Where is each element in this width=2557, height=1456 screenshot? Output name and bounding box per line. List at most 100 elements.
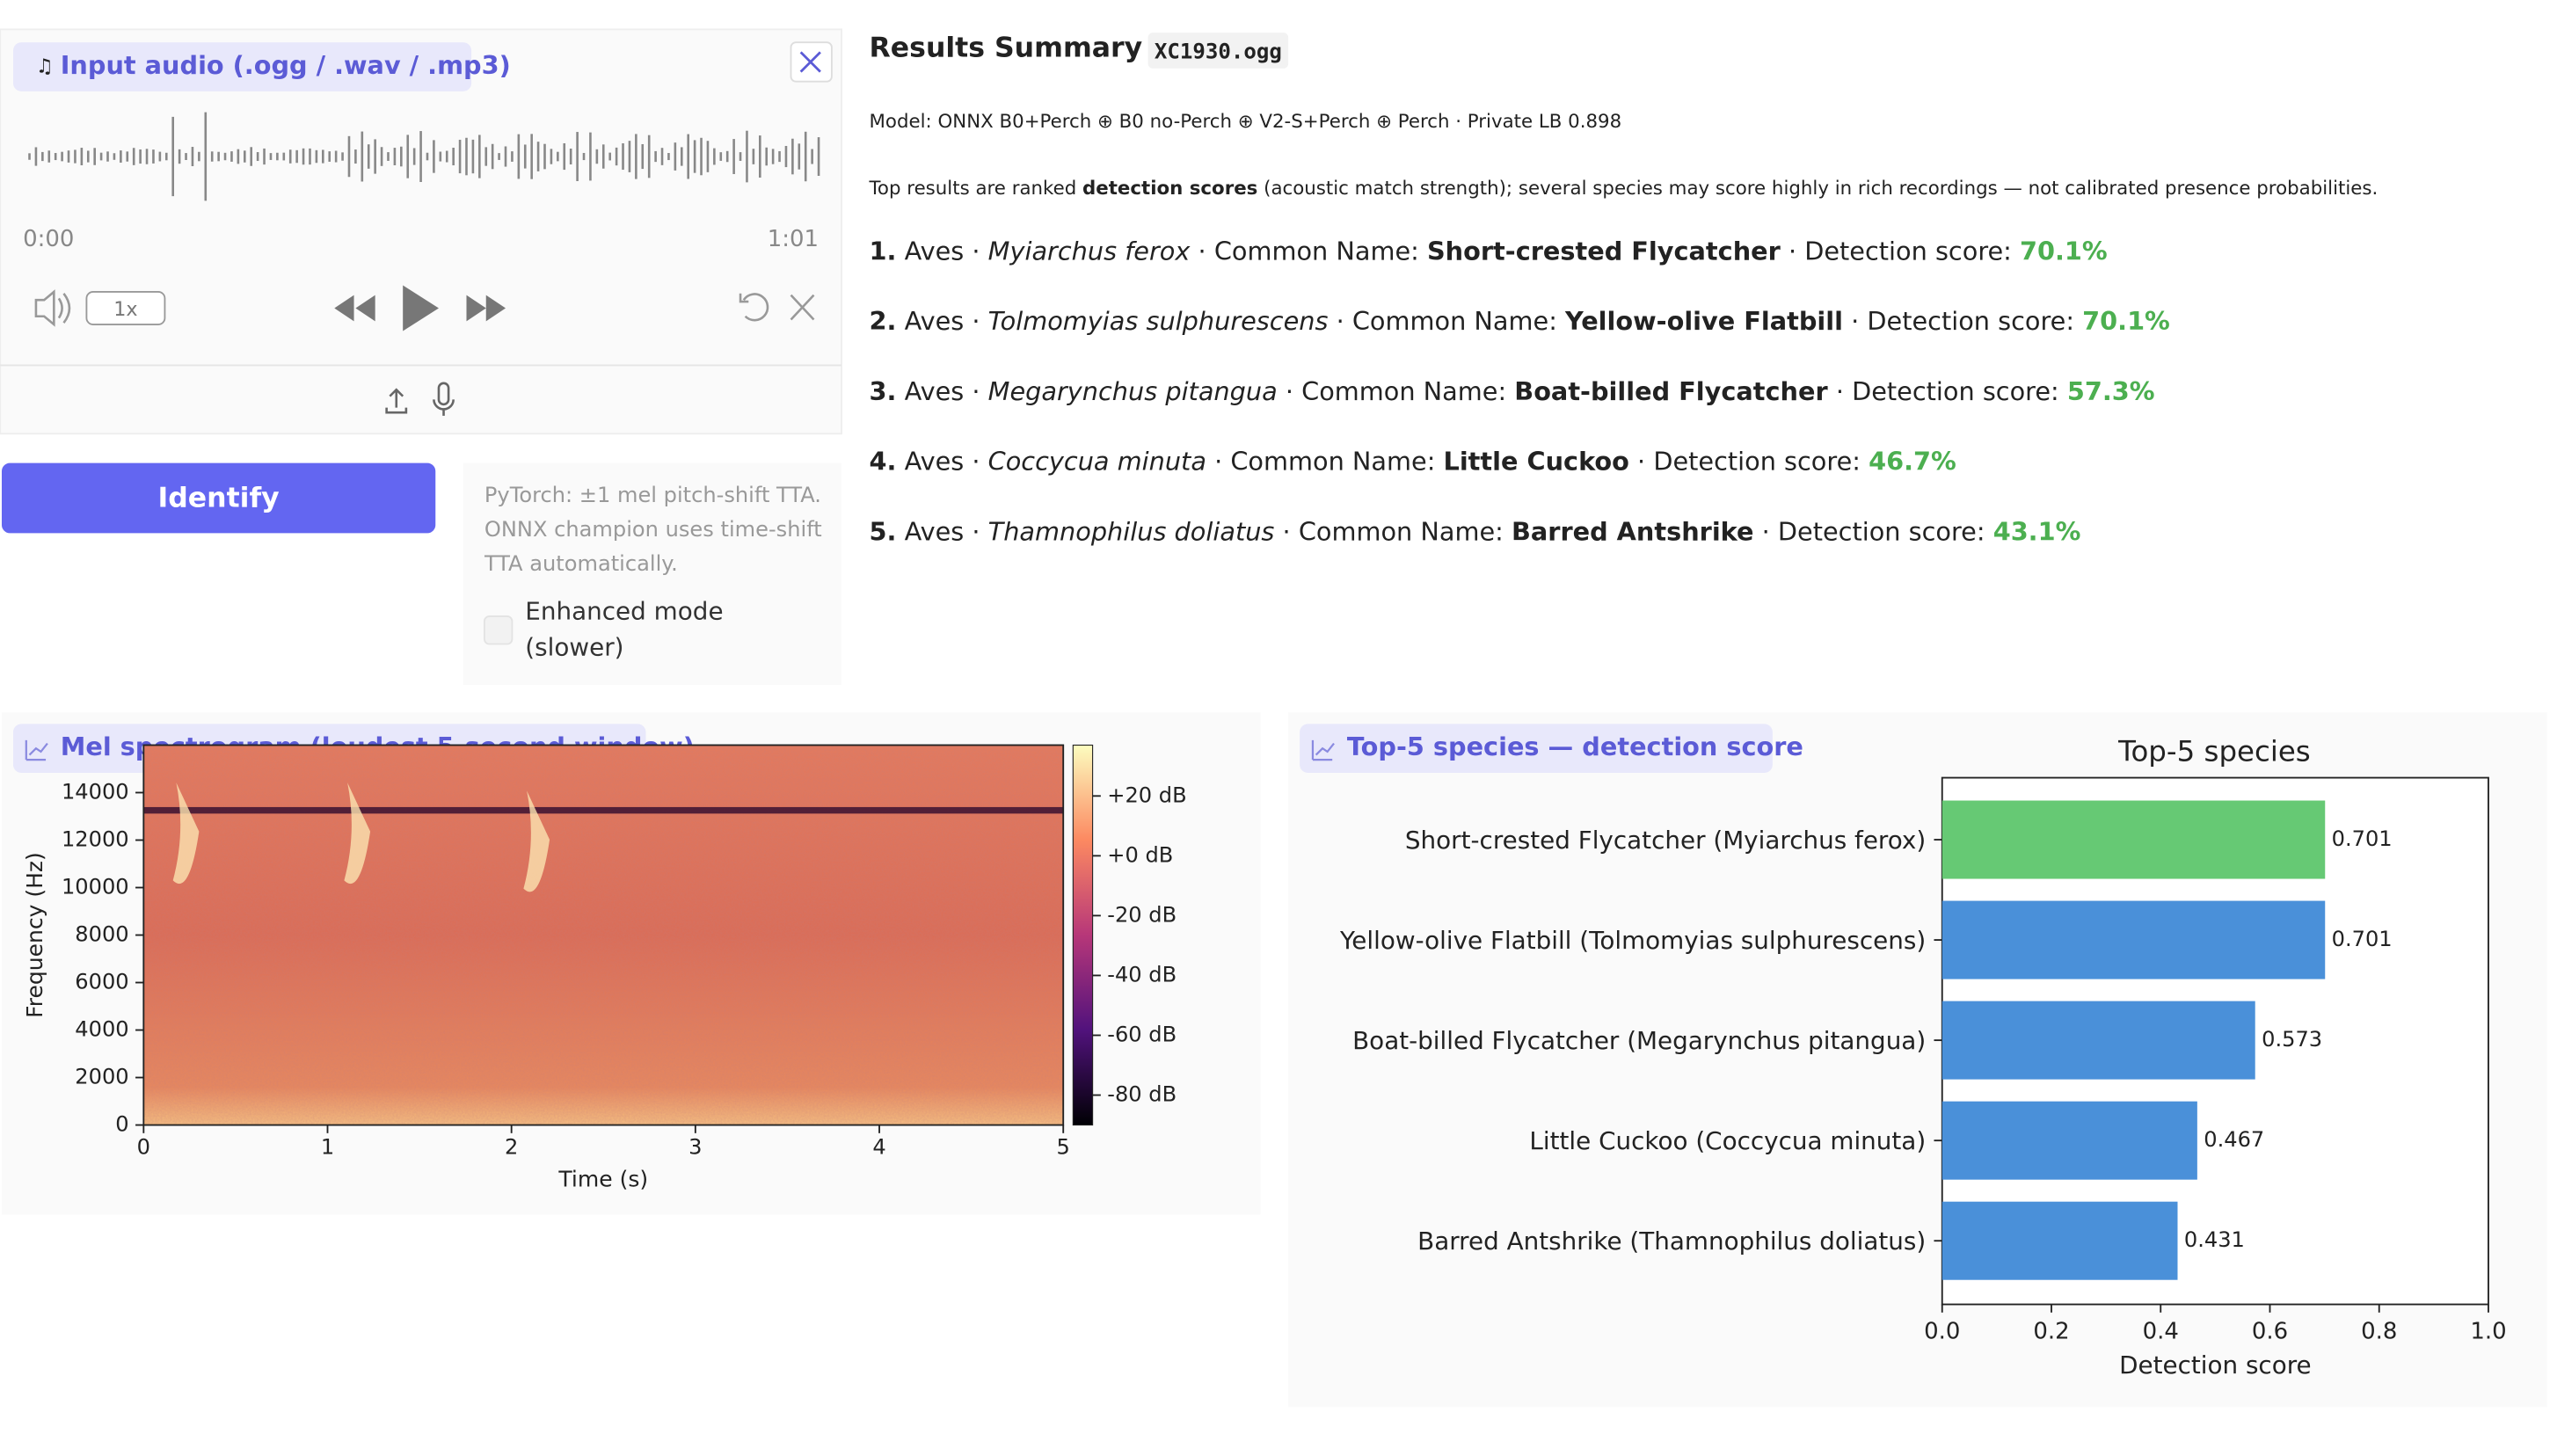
play-button[interactable] <box>403 285 439 331</box>
y-tick-label: 12000 <box>62 826 129 851</box>
class: Aves <box>905 306 965 336</box>
rewind-button[interactable] <box>334 295 375 322</box>
x-tick-label: 0.0 <box>1924 1319 1960 1345</box>
results-title: Results Summary <box>870 33 1143 64</box>
space <box>1293 376 1301 406</box>
result-line: 1. Aves · Myiarchus ferox · Common Name:… <box>870 236 2108 266</box>
bar <box>1941 1101 2197 1180</box>
audio-label: Input audio (.ogg / .wav / .mp3) <box>61 50 511 80</box>
space <box>964 306 972 336</box>
value-label: 0.431 <box>2184 1227 2245 1252</box>
chart-title: Top-5 species <box>2117 735 2311 768</box>
identify-button[interactable] <box>1 462 436 534</box>
separator: · <box>1788 236 1796 266</box>
space <box>1206 236 1214 266</box>
y-tick-label: 10000 <box>62 875 129 899</box>
x-tick-label: 2 <box>505 1135 518 1160</box>
spectrogram-calls <box>172 783 550 892</box>
space <box>1222 447 1230 477</box>
y-axis-label: Frequency (Hz) <box>22 852 47 1018</box>
species: Coccycua minuta <box>988 447 1206 477</box>
tta-note-box: PyTorch: ±1 mel pitch-shift TTA. ONNX ch… <box>484 484 822 578</box>
mic-icon[interactable] <box>433 382 455 416</box>
separator: · <box>972 516 980 546</box>
space <box>1557 306 1565 336</box>
time-end: 1:01 <box>768 226 819 252</box>
species: Myiarchus ferox <box>988 236 1191 266</box>
score-label: Detection score: <box>1653 447 1861 477</box>
enhanced-checkbox[interactable] <box>483 615 514 645</box>
speed-button[interactable] <box>85 291 166 325</box>
y-tick-label: Boat-billed Flycatcher (Megarynchus pita… <box>1352 1026 1926 1055</box>
x-tick-label: 0 <box>137 1135 150 1160</box>
colorbar-tick-label: +20 dB <box>1107 783 1186 807</box>
colorbar-tick-label: -40 dB <box>1107 962 1177 986</box>
space <box>1274 516 1282 546</box>
common-label: Common Name: <box>1230 447 1435 477</box>
space <box>1796 236 1804 266</box>
bar <box>1941 900 2326 979</box>
x-tick-label: 1 <box>321 1135 334 1160</box>
file-name: XC1930.ogg <box>1155 39 1282 63</box>
separator: · <box>972 447 980 477</box>
trim-icon[interactable] <box>790 294 815 321</box>
space <box>964 516 972 546</box>
y-tick-label: 2000 <box>75 1065 128 1089</box>
rank: 3. <box>870 376 897 406</box>
audio-panel <box>0 28 842 435</box>
separator: · <box>1337 306 1344 336</box>
y-tick-label: Yellow-olive Flatbill (Tolmomyias sulphu… <box>1339 926 1926 955</box>
x-tick-label: 0.4 <box>2143 1319 2179 1345</box>
reset-icon[interactable] <box>739 293 769 322</box>
waveform <box>28 112 820 201</box>
forward-button[interactable] <box>466 295 506 322</box>
class: Aves <box>905 236 965 266</box>
separator: · <box>972 376 980 406</box>
colorbar-tick-label: -60 dB <box>1107 1022 1177 1046</box>
volume-icon[interactable] <box>34 289 71 327</box>
space <box>1328 306 1336 336</box>
space <box>1754 516 1762 546</box>
separator: · <box>1762 516 1770 546</box>
colorbar-tick-label: -20 dB <box>1107 902 1177 927</box>
rank: 4. <box>870 447 897 477</box>
bar-panel-label: Top-5 species — detection score <box>1347 732 1803 761</box>
y-tick-label: 8000 <box>75 922 128 947</box>
spectrogram-image <box>143 745 1064 1125</box>
species: Thamnophilus doliatus <box>988 516 1275 546</box>
common-label: Common Name: <box>1299 516 1504 546</box>
chart-icon <box>25 739 48 761</box>
common-name: Short-crested Flycatcher <box>1427 236 1781 266</box>
value-label: 0.467 <box>2204 1127 2264 1152</box>
space <box>1278 376 1286 406</box>
results-note: Top results are ranked detection scores … <box>869 178 2379 200</box>
identify-label: Identify <box>158 482 280 513</box>
class: Aves <box>905 447 965 477</box>
space <box>964 376 972 406</box>
space <box>1828 376 1836 406</box>
enhanced-box: Enhanced mode (slower) <box>525 597 723 662</box>
y-tick-label: 6000 <box>75 970 128 994</box>
y-tick-label: 14000 <box>62 779 129 804</box>
space <box>1861 447 1869 477</box>
space <box>2074 306 2082 336</box>
note-text: (acoustic match strength); several speci… <box>1257 178 2378 200</box>
x-tick-label: 0.6 <box>2252 1319 2288 1345</box>
class: Aves <box>905 516 965 546</box>
upload-icon[interactable] <box>385 388 408 414</box>
x-axis-label: Time (s) <box>557 1167 648 1192</box>
separator: · <box>1637 447 1645 477</box>
class: Aves <box>905 376 965 406</box>
separator: · <box>1286 376 1293 406</box>
rank: 2. <box>870 306 897 336</box>
space <box>964 447 972 477</box>
results-list: 1. Aves · Myiarchus ferox · Common Name:… <box>870 236 2170 546</box>
music-icon: ♫ <box>36 55 54 78</box>
audio-label-badge <box>12 42 472 91</box>
value-label: 0.573 <box>2262 1027 2322 1052</box>
separator: · <box>1283 516 1291 546</box>
note-text: Top results are ranked <box>869 178 1082 200</box>
separator: · <box>1836 376 1844 406</box>
spectrogram-texture <box>143 745 1064 1125</box>
space <box>2012 236 2020 266</box>
